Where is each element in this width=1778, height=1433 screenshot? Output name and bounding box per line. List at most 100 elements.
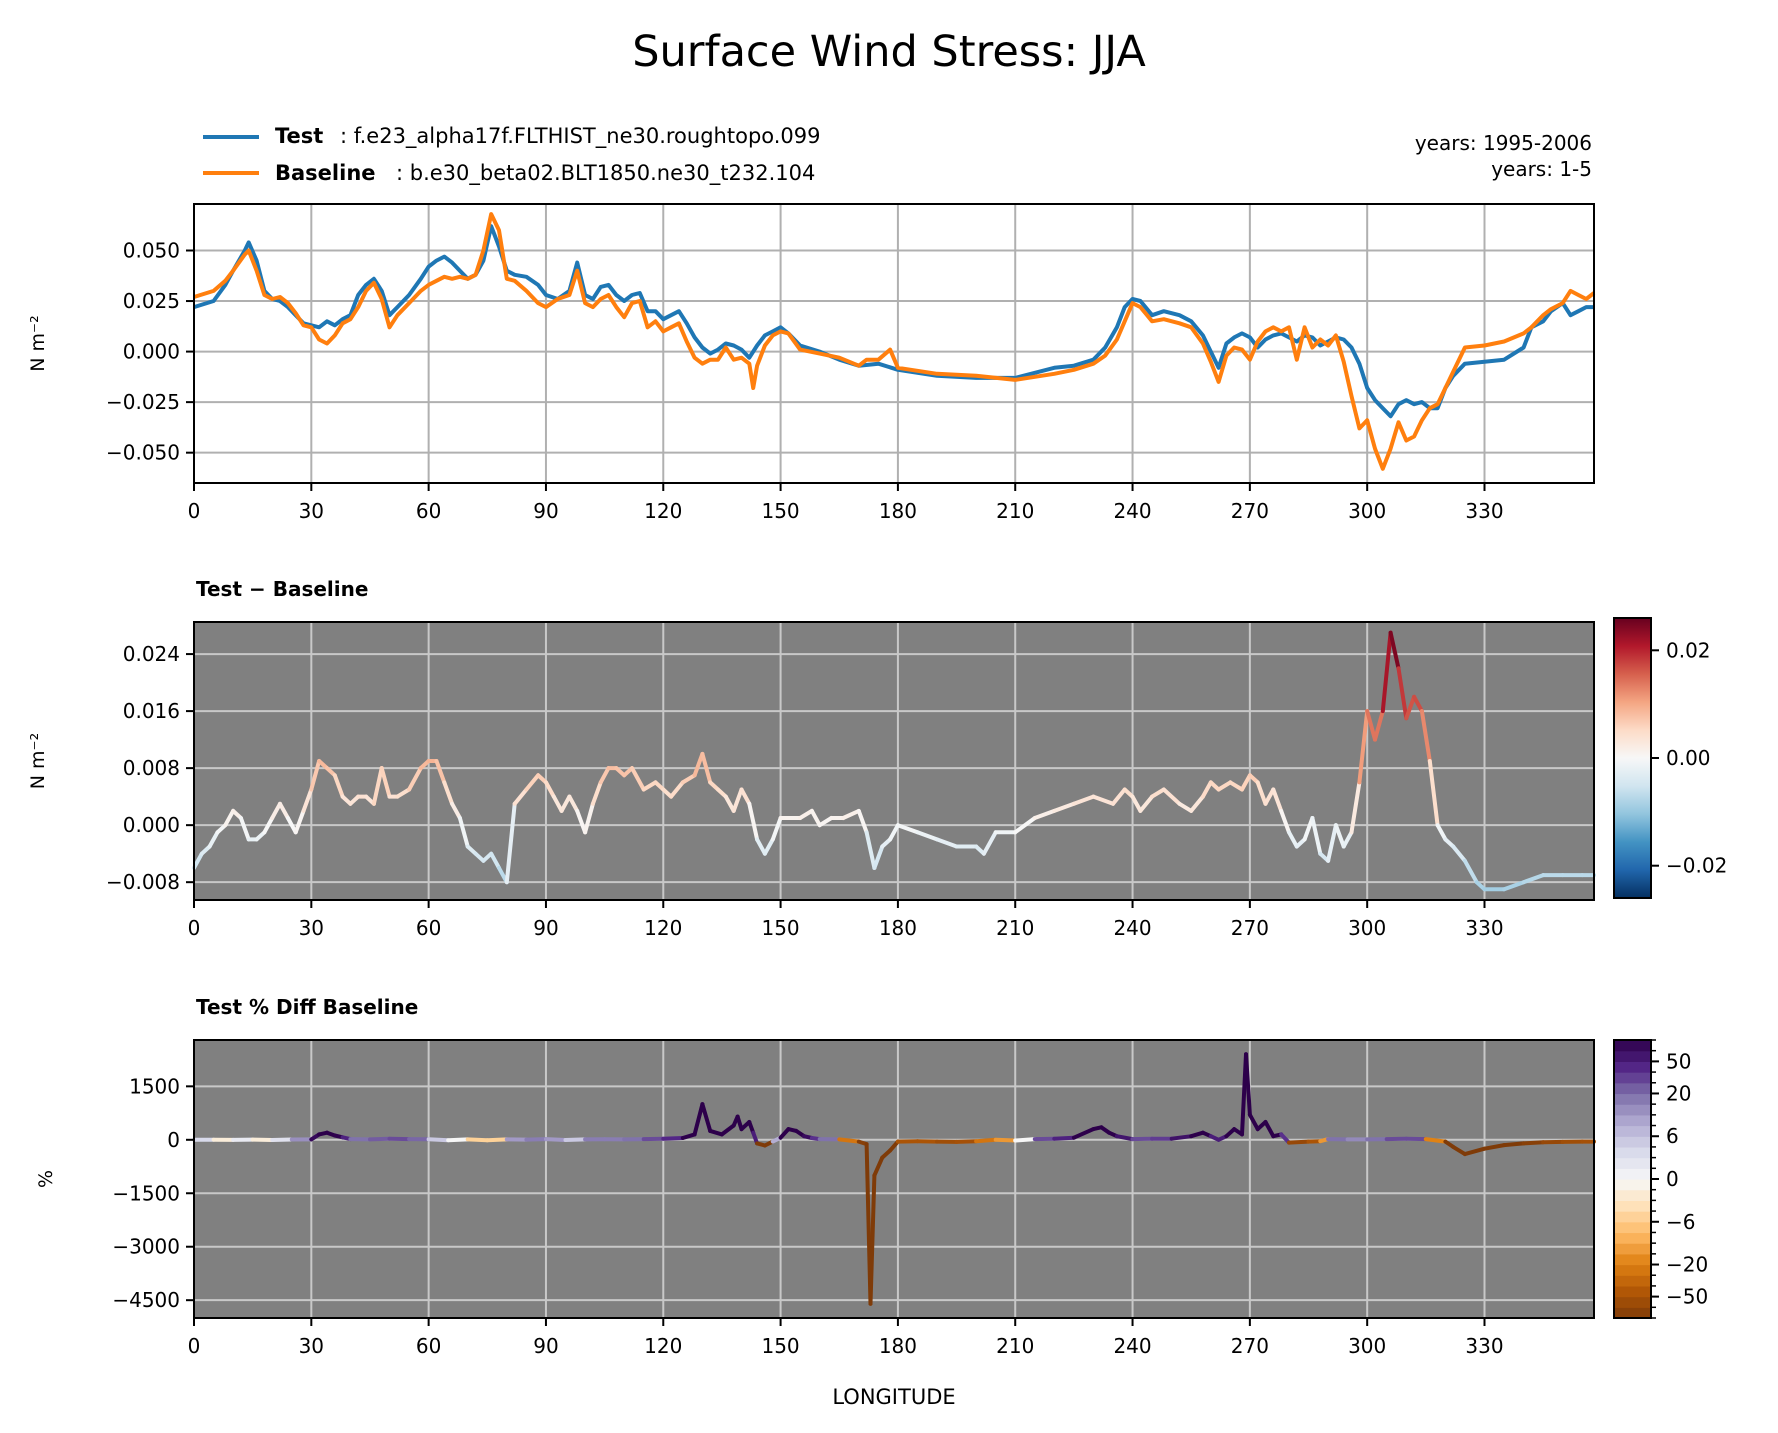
line-segment	[641, 780, 658, 792]
colorbar-block	[1614, 1136, 1651, 1148]
colorbar-block	[1614, 1264, 1651, 1276]
line-segment	[270, 1137, 294, 1142]
y-tick-label: 0.008	[123, 756, 180, 780]
x-tick-label: 0	[188, 499, 201, 523]
line-segment	[1423, 1137, 1448, 1144]
legend-baseline-case: : b.e30_beta02.BLT1850.ne30_t232.104	[396, 161, 815, 186]
line-segment	[872, 844, 885, 870]
x-tick-label: 90	[533, 1334, 558, 1358]
figure-title: Surface Wind Stress: JJA	[632, 27, 1146, 77]
x-tick-label: 120	[644, 499, 682, 523]
line-segment	[817, 816, 834, 828]
line-segment	[692, 751, 705, 778]
line-segment	[270, 801, 282, 820]
line-segment	[798, 808, 814, 820]
colorbar-block	[1614, 1307, 1651, 1319]
y-axis-label: N m⁻²	[27, 733, 49, 789]
x-axis-label: LONGITUDE	[832, 1385, 955, 1409]
plot-area	[194, 204, 1594, 483]
panel-title: Test − Baseline	[196, 577, 368, 601]
colorbar-block	[1614, 1296, 1651, 1308]
line-segment	[755, 837, 767, 856]
line-segment	[238, 816, 251, 842]
line-segment	[1451, 1144, 1467, 1157]
y-axis-label: N m⁻²	[27, 315, 49, 371]
colorbar-block	[1614, 1104, 1651, 1116]
y-tick-label: 0.024	[123, 642, 180, 666]
line-segment	[446, 1137, 470, 1143]
series-line-test	[193, 224, 1594, 419]
line-segment	[1287, 830, 1299, 849]
colorbar-block	[1614, 1285, 1651, 1298]
line-segment	[465, 1137, 490, 1143]
x-tick-label: 270	[1231, 1334, 1269, 1358]
line-segment	[207, 830, 220, 849]
line-segment	[1111, 787, 1127, 806]
line-segment	[1130, 794, 1143, 813]
line-segment	[434, 759, 447, 785]
colorbar-block	[1614, 1243, 1651, 1255]
line-segment	[1255, 780, 1268, 806]
panel-difference: 0 30 60 90 120 150 180 210 240 270 300 330 −0.008 0.0…	[27, 577, 1596, 940]
line-segment	[1114, 1134, 1135, 1142]
line-segment	[872, 1155, 885, 1178]
line-segment	[708, 1128, 724, 1137]
y-tick-label: −0.008	[106, 870, 180, 894]
line-segment	[868, 1173, 877, 1306]
y-tick-label: −1500	[112, 1181, 180, 1205]
line-segment	[1349, 780, 1362, 835]
line-segment	[1341, 830, 1354, 849]
line-segment	[1161, 787, 1182, 806]
colorbar-tick-label: 50	[1666, 1049, 1691, 1073]
line-segment	[1228, 780, 1244, 792]
x-tick-label: 210	[996, 499, 1034, 523]
line-segment	[669, 780, 685, 799]
line-segment	[1462, 858, 1479, 885]
line-segment	[1412, 694, 1424, 714]
colorbar-block	[1614, 1040, 1651, 1052]
line-segment	[1263, 787, 1276, 806]
colorbar-block	[1614, 1232, 1651, 1244]
x-tick-label: 0	[188, 1334, 201, 1358]
colorbar-difference: −0.02 0.00 0.02	[1613, 617, 1727, 899]
x-tick-label: 180	[879, 916, 917, 940]
x-tick-label: 330	[1465, 499, 1503, 523]
legend: Test : f.e23_alpha17f.FLTHIST_ne30.rough…	[203, 124, 1592, 186]
line-segment	[809, 808, 822, 828]
colorbar-tick-label: 20	[1666, 1081, 1691, 1105]
y-tick-label: 0.016	[123, 699, 180, 723]
x-tick-label: 30	[299, 499, 324, 523]
line-segment	[278, 801, 290, 820]
colorbar-block	[1614, 1211, 1651, 1223]
line-segment	[512, 787, 529, 806]
x-tick-label: 300	[1348, 1334, 1386, 1358]
line-segment	[841, 808, 861, 820]
line-segment	[332, 773, 345, 799]
y-tick-label: 0.000	[123, 340, 180, 364]
line-segment	[1388, 630, 1401, 671]
plot-frame	[193, 621, 1595, 901]
line-segment	[864, 830, 877, 870]
line-segment	[856, 808, 869, 835]
colorbar-tick-label: −6	[1666, 1210, 1695, 1234]
line-segment	[368, 1136, 392, 1142]
line-segment	[747, 801, 760, 842]
colorbar-block	[1614, 1114, 1651, 1127]
plot-frame	[193, 203, 1595, 484]
line-segment	[1032, 808, 1057, 820]
line-segment	[723, 794, 736, 813]
line-segment	[1052, 1135, 1076, 1141]
colorbar-block	[1614, 1189, 1651, 1201]
line-segment	[1419, 709, 1432, 763]
x-tick-label: 330	[1465, 1334, 1503, 1358]
x-tick-label: 240	[1113, 1334, 1151, 1358]
line-segment	[293, 808, 306, 835]
line-segment	[450, 801, 462, 820]
x-tick-label: 180	[879, 1334, 917, 1358]
line-segment	[457, 816, 470, 849]
line-segment	[1247, 1112, 1260, 1132]
line-segment	[692, 1102, 705, 1137]
x-tick-label: 210	[996, 1334, 1034, 1358]
x-tick-label: 240	[1113, 916, 1151, 940]
line-segment	[301, 787, 314, 813]
